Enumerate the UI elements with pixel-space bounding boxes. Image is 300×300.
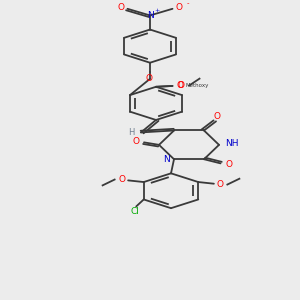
Text: O: O — [176, 82, 184, 91]
Text: O: O — [176, 4, 183, 13]
Text: N: N — [163, 155, 170, 164]
Text: O: O — [146, 74, 153, 83]
Text: Cl: Cl — [130, 207, 139, 216]
Text: NH: NH — [225, 139, 238, 148]
Text: O: O — [117, 4, 124, 13]
Text: Methoxy: Methoxy — [185, 83, 209, 88]
Text: H: H — [128, 128, 135, 137]
Text: +: + — [154, 8, 159, 13]
Text: O: O — [217, 180, 224, 189]
Text: O: O — [225, 160, 233, 169]
Text: N: N — [147, 11, 153, 20]
Text: O: O — [214, 112, 221, 121]
Text: O: O — [177, 81, 184, 90]
Text: O: O — [132, 137, 139, 146]
Text: -: - — [187, 1, 189, 7]
Text: O: O — [118, 175, 125, 184]
